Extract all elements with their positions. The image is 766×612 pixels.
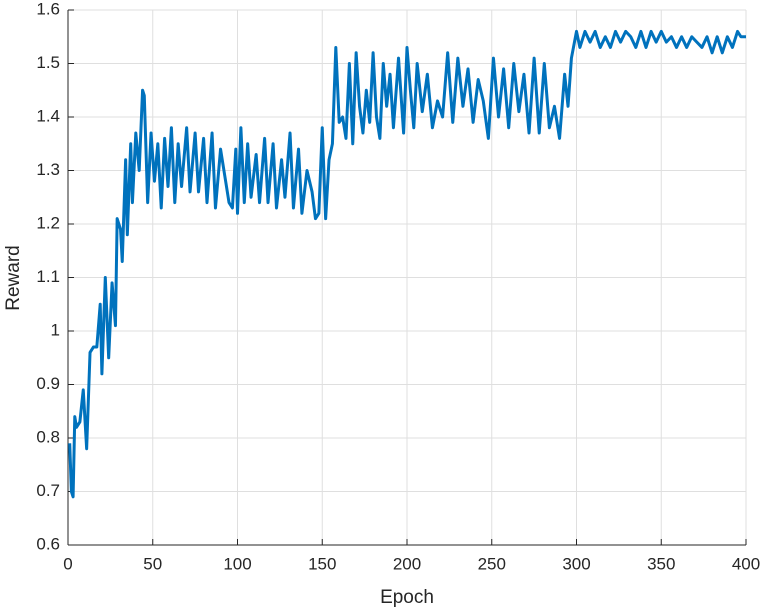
y-axis-label: Reward: [3, 245, 24, 310]
x-axis-label: Epoch: [380, 587, 434, 608]
x-tick-label: 400: [732, 554, 760, 573]
y-tick-label: 0.9: [36, 374, 60, 393]
y-tick-label: 0.8: [36, 427, 60, 446]
y-tick-label: 1.4: [36, 106, 60, 125]
x-tick-label: 150: [308, 554, 336, 573]
y-tick-label: 0.7: [36, 481, 60, 500]
y-tick-label: 1.2: [36, 213, 60, 232]
data-line: [68, 29, 746, 499]
y-tick-label: 1.3: [36, 160, 60, 179]
y-tick-label: 1.1: [36, 267, 60, 286]
x-tick-label: 200: [393, 554, 421, 573]
x-tick-label: 50: [143, 554, 162, 573]
y-tick-label: 1: [51, 320, 60, 339]
x-tick-label: 300: [562, 554, 590, 573]
x-tick-label: 350: [647, 554, 675, 573]
x-tick-label: 250: [478, 554, 506, 573]
x-tick-label: 100: [223, 554, 251, 573]
x-tick-label: 0: [63, 554, 72, 573]
y-tick-label: 1.6: [36, 0, 60, 18]
y-tick-label: 1.5: [36, 53, 60, 72]
y-tick-label: 0.6: [36, 534, 60, 553]
